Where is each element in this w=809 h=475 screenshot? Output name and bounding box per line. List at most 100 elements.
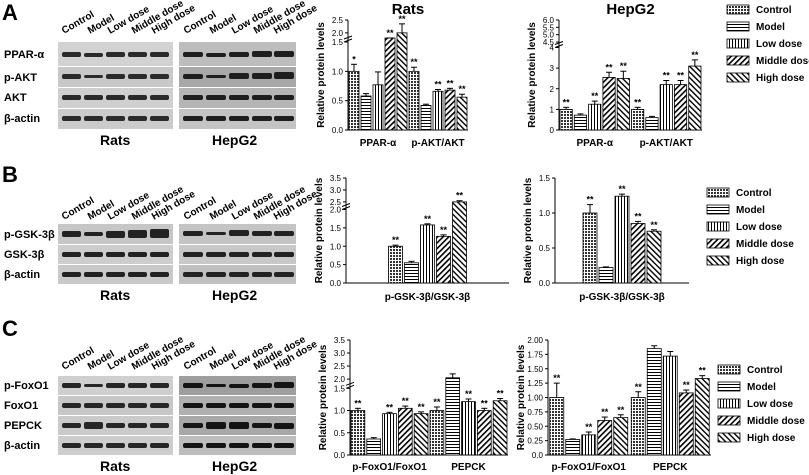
legend-swatch: [706, 238, 730, 249]
y-tick-label: 2.0: [334, 375, 346, 384]
chart-title: Rats: [392, 1, 425, 18]
bar: [366, 438, 381, 456]
chart-a-hepg2: 0 1 2 3 44.55.05.56.0 Relative protein levels…: [527, 1, 702, 149]
significance-mark: **: [618, 184, 626, 194]
blot-b-lane-labels: Control Model Low dose Middle dose High …: [60, 184, 320, 223]
y-axis-label: Relative protein levels: [527, 22, 538, 128]
protein-label: PPAR-α: [4, 49, 44, 61]
blot-a-hepg2-image: [179, 42, 296, 129]
y-tick-label: 2: [550, 85, 555, 94]
protein-label: β-actin: [4, 269, 40, 281]
bar: [445, 377, 460, 456]
axis-break-mark: [345, 381, 355, 386]
bar: [616, 78, 630, 131]
legend-swatch: [706, 187, 730, 198]
y-tick-label: 2.5: [334, 362, 346, 371]
bar: [582, 212, 598, 284]
blot-a-protein-labels: PPAR-α p-AKT AKT β-actin: [4, 49, 44, 125]
legend-swatch: [706, 221, 730, 232]
legend-swatch: [717, 381, 741, 392]
y-tick-label: 4: [550, 44, 555, 53]
significance-mark: **: [386, 28, 394, 38]
protein-label: PEPCK: [4, 420, 42, 432]
bar: [559, 108, 573, 131]
bar: [350, 410, 366, 456]
bar: [429, 410, 445, 456]
bar: [694, 378, 710, 456]
significance-mark: **: [677, 71, 685, 81]
significance-mark: **: [433, 397, 441, 407]
blot-c-lane-labels: Control Model Low dose Middle dose High …: [60, 334, 320, 373]
significance-mark: **: [456, 191, 464, 201]
significance-mark: **: [434, 80, 442, 90]
y-tick-label: 0.0: [539, 279, 551, 288]
bar: [688, 65, 702, 131]
bar: [384, 37, 396, 131]
blot-caption: Rats: [100, 287, 131, 303]
legend-label: Low dose: [736, 222, 783, 233]
bar: [613, 417, 629, 456]
bar: [408, 70, 420, 131]
y-tick-label: 0.5: [539, 244, 551, 253]
legend-swatch: [726, 4, 750, 15]
bar: [678, 392, 694, 456]
significance-mark: **: [354, 398, 362, 408]
y-axis-label: Relative protein levels: [314, 177, 325, 283]
significance-mark: **: [481, 398, 489, 408]
legend-swatch: [726, 55, 750, 66]
y-tick-label: 0.75: [527, 408, 543, 417]
bar: [388, 245, 403, 284]
bar: [588, 103, 602, 131]
axis-break-mark: [341, 203, 351, 207]
significance-mark: **: [591, 91, 599, 101]
bar: [581, 434, 597, 456]
x-category-label: PEPCK: [451, 462, 486, 473]
bar: [348, 70, 360, 131]
bar: [646, 348, 662, 456]
y-tick-label: 2.00: [527, 336, 543, 345]
legend-a: Control Model Low dose Middle dose High …: [726, 4, 809, 84]
y-axis-label: Relative protein levels: [516, 344, 527, 450]
bar: [614, 195, 630, 284]
significance-mark: **: [465, 389, 473, 399]
bar: [597, 420, 613, 456]
blot-caption: HepG2: [212, 458, 257, 474]
legend-swatch: [717, 398, 741, 409]
chart-title: HepG2: [606, 1, 654, 18]
legend-swatch: [726, 21, 750, 32]
legend-c: Control Model Low dose Middle dose High …: [717, 364, 805, 444]
x-category-label: p-AKT/AKT: [411, 138, 464, 149]
legend-label: Model: [747, 382, 776, 393]
significance-mark: **: [634, 211, 642, 221]
y-tick-label: 1.5: [539, 174, 551, 183]
significance-mark: **: [585, 422, 593, 432]
bar: [372, 84, 384, 131]
significance-mark: **: [410, 57, 418, 67]
x-category-label: p-GSK-3β/GSK-3β: [579, 292, 665, 303]
y-tick-label: 0.0: [330, 279, 342, 288]
significance-mark: **: [650, 220, 658, 230]
chart-b-hepg2: 0.0 0.5 1.0 1.5 Relative protein levels ** ** *…: [523, 174, 689, 303]
significance-mark: **: [446, 78, 454, 88]
bar: [573, 114, 587, 131]
legend-label: Middle dose: [736, 239, 794, 250]
bar: [631, 108, 645, 131]
significance-mark: **: [601, 407, 609, 417]
protein-label: AKT: [4, 92, 27, 104]
bar: [420, 224, 435, 284]
protein-label: p-AKT: [4, 72, 37, 84]
significance-mark: *: [352, 54, 356, 64]
y-tick-label: 0: [550, 126, 555, 135]
bar: [674, 84, 688, 131]
y-tick-label: 0.5: [330, 261, 342, 270]
blot-c-protein-labels: p-FoxO1 FoxO1 PEPCK β-actin: [4, 380, 49, 452]
y-tick-label: 3: [550, 64, 555, 73]
protein-label: GSK-3β: [4, 249, 45, 261]
y-tick-label: 1: [550, 105, 555, 114]
legend-label: High dose: [747, 433, 796, 444]
bar: [602, 77, 616, 131]
bar: [436, 235, 451, 284]
blot-b-hepg2-image: [179, 224, 296, 284]
legend-label: Control: [756, 5, 792, 16]
y-tick-label: 3.5: [334, 336, 346, 345]
